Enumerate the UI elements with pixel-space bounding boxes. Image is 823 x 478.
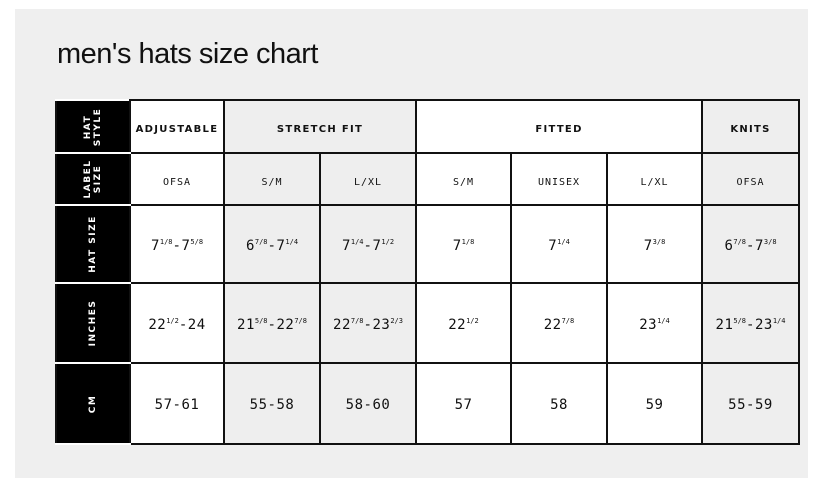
inches-cell: 227/8-232/3 xyxy=(319,282,417,364)
fraction: 1/2 xyxy=(166,316,179,325)
value-part: -231/4 xyxy=(746,316,786,333)
table-row: INCHES 221/2-24 215/8-227/8 227/8-232/3 221/… xyxy=(55,282,800,364)
label-size-cell: L/XL xyxy=(319,152,417,206)
inches-cell: 221/2-24 xyxy=(129,282,225,364)
page-title: men's hats size chart xyxy=(57,38,318,70)
value-part: 71/8 xyxy=(452,237,475,254)
hat-size-cell: 71/8-75/8 xyxy=(129,204,225,284)
value-part: 215/8 xyxy=(237,316,268,333)
value-part: -71/2 xyxy=(363,237,395,254)
hat-size-cell: 71/4 xyxy=(510,204,608,284)
fraction: 5/8 xyxy=(254,316,268,325)
fraction: 7/8 xyxy=(733,237,747,246)
row-header-inches: INCHES xyxy=(55,282,131,364)
row-header-hat-style: HAT STYLE xyxy=(55,99,131,154)
value-part: 215/8 xyxy=(715,316,747,333)
value-part: -232/3 xyxy=(363,316,403,333)
label-size-cell: OFSA xyxy=(129,152,225,206)
hat-size-cell: 71/8 xyxy=(415,204,512,284)
inches-cell: 215/8-227/8 xyxy=(223,282,321,364)
value-part: 73/8 xyxy=(643,237,666,254)
table-row: CM 57-61 55-58 58-60 57 58 59 55-59 xyxy=(55,362,800,445)
hat-style-cell: STRETCH FIT xyxy=(223,99,417,154)
label-size-cell: S/M xyxy=(223,152,321,206)
value-part: -73/8 xyxy=(746,237,777,254)
hat-style-cell: KNITS xyxy=(701,99,800,154)
value-part: 71/4 xyxy=(548,237,570,254)
hat-size-cell: 67/8-71/4 xyxy=(223,204,321,284)
label-size-cell: OFSA xyxy=(701,152,800,206)
value-part: 227/8 xyxy=(333,316,364,333)
fraction: 1/4 xyxy=(772,316,786,325)
fraction: 3/8 xyxy=(652,237,666,246)
fraction: 5/8 xyxy=(733,316,747,325)
inches-cell: 231/4 xyxy=(606,282,703,364)
value-part: -71/4 xyxy=(267,237,299,254)
fraction: 1/4 xyxy=(657,316,670,325)
table-row: LABEL SIZE OFSA S/M L/XL S/M UNISEX L/XL OFSA xyxy=(55,152,800,206)
row-header-cm: CM xyxy=(55,362,131,445)
value-part: 67/8 xyxy=(724,237,747,254)
cm-cell: 57-61 xyxy=(129,362,225,445)
label-size-cell: L/XL xyxy=(606,152,703,206)
value-part: -24 xyxy=(178,316,206,333)
cm-cell: 55-58 xyxy=(223,362,321,445)
value-part: 227/8 xyxy=(543,316,575,333)
fraction: 1/2 xyxy=(466,316,479,325)
fraction: 7/8 xyxy=(561,316,575,325)
hat-style-cell: FITTED xyxy=(415,99,703,154)
fraction: 1/4 xyxy=(557,237,570,246)
value-part: -75/8 xyxy=(172,237,204,254)
hat-size-cell: 73/8 xyxy=(606,204,703,284)
value-part: 71/4 xyxy=(341,237,364,254)
fraction: 1/8 xyxy=(159,237,173,246)
table-row: HAT STYLE ADJUSTABLE STRETCH FIT FITTED KNIT… xyxy=(55,99,800,154)
value-part: 221/2 xyxy=(448,316,479,333)
cm-cell: 57 xyxy=(415,362,512,445)
fraction: 3/8 xyxy=(763,237,777,246)
fraction: 7/8 xyxy=(350,316,364,325)
inches-cell: 227/8 xyxy=(510,282,608,364)
value-part: 71/8 xyxy=(150,237,173,254)
fraction: 1/8 xyxy=(461,237,475,246)
value-part: 231/4 xyxy=(639,316,670,333)
fraction: 7/8 xyxy=(254,237,268,246)
hat-size-cell: 71/4-71/2 xyxy=(319,204,417,284)
value-part: 67/8 xyxy=(245,237,268,254)
hat-style-cell: ADJUSTABLE xyxy=(129,99,225,154)
size-chart-table: HAT STYLE ADJUSTABLE STRETCH FIT FITTED KNIT… xyxy=(55,99,800,445)
fraction: 1/4 xyxy=(350,237,364,246)
fraction: 2/3 xyxy=(390,316,403,325)
value-part: 221/2 xyxy=(148,316,179,333)
inches-cell: 221/2 xyxy=(415,282,512,364)
hat-size-cell: 67/8-73/8 xyxy=(701,204,800,284)
fraction: 5/8 xyxy=(190,237,204,246)
fraction: 1/4 xyxy=(285,237,299,246)
inches-cell: 215/8-231/4 xyxy=(701,282,800,364)
row-header-label-size: LABEL SIZE xyxy=(55,152,131,206)
fraction: 1/2 xyxy=(381,237,395,246)
label-size-cell: UNISEX xyxy=(510,152,608,206)
cm-cell: 55-59 xyxy=(701,362,800,445)
cm-cell: 59 xyxy=(606,362,703,445)
row-header-hat-size: HAT SIZE xyxy=(55,204,131,284)
fraction: 7/8 xyxy=(294,316,307,325)
value-part: -227/8 xyxy=(267,316,307,333)
cm-cell: 58-60 xyxy=(319,362,417,445)
label-size-cell: S/M xyxy=(415,152,512,206)
table-row: HAT SIZE 71/8-75/8 67/8-71/4 71/4-71/2 71/8 7… xyxy=(55,204,800,284)
cm-cell: 58 xyxy=(510,362,608,445)
